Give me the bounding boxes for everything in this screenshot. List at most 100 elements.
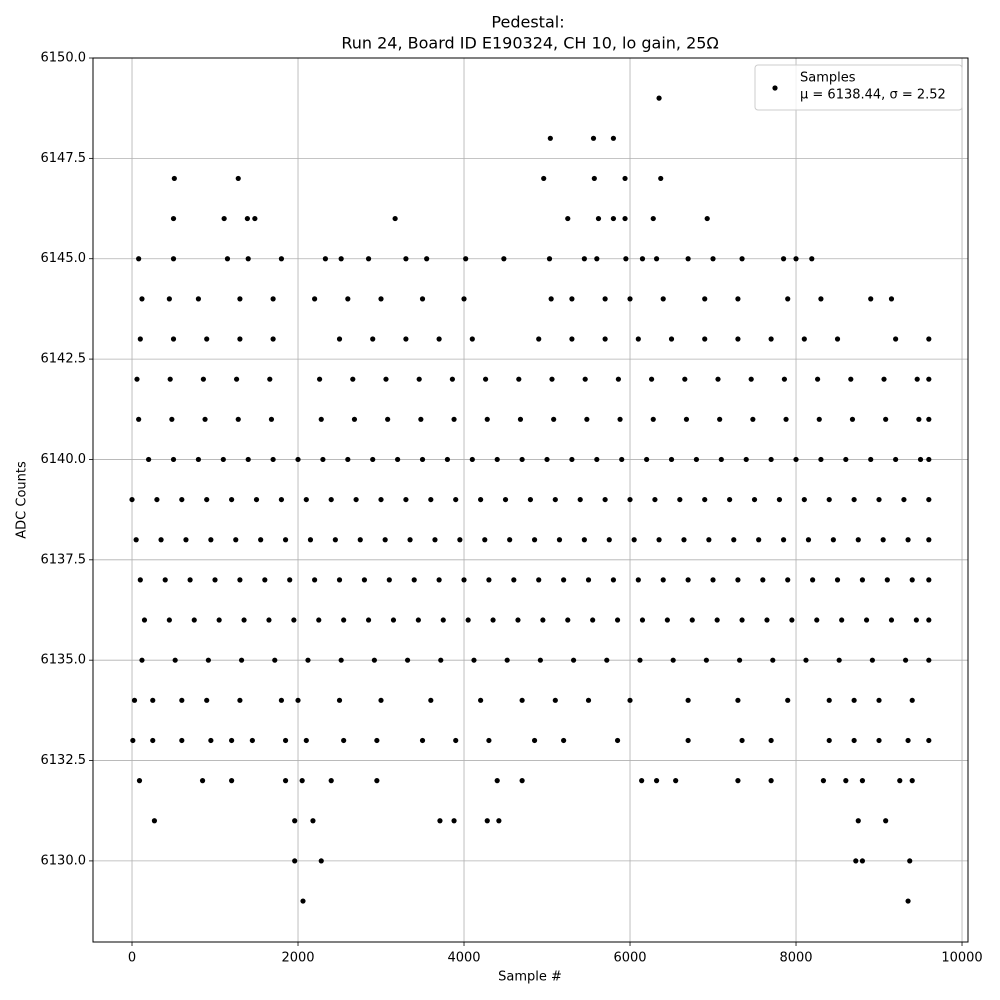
point [610,577,617,583]
point [768,737,774,744]
point [926,416,932,422]
point [136,416,142,422]
point [432,537,438,543]
point [637,657,643,663]
point [428,496,434,503]
point [541,175,547,182]
point [717,416,723,422]
point [229,737,235,744]
point [851,697,857,703]
point [876,496,882,503]
point [237,697,243,703]
point [536,577,542,583]
point [411,577,417,583]
point [527,496,534,503]
point [718,456,724,463]
point [909,778,915,784]
point [703,657,709,663]
point [815,376,821,382]
point [351,416,358,422]
point [905,537,911,543]
y-tick-label: 6142.5 [41,352,87,367]
point [540,617,546,623]
point [282,537,289,543]
point [614,617,621,623]
point [478,697,484,703]
point [179,697,185,703]
point [386,577,392,583]
point [853,858,859,864]
point [909,577,915,583]
point [570,657,577,663]
point [581,256,587,262]
point [187,577,193,583]
point [544,456,550,463]
point [768,456,774,463]
point [136,778,143,784]
points [129,95,932,904]
point [292,858,298,864]
point [494,456,500,463]
point [820,778,827,784]
point [639,256,646,262]
point [486,577,492,583]
point [739,256,745,262]
point [591,175,597,182]
point [768,336,774,342]
point [482,376,489,382]
point [590,617,596,623]
point [803,657,809,663]
point [482,537,488,543]
point [382,537,388,543]
point [859,778,866,784]
x-tick-label: 6000 [613,951,646,966]
point [561,577,567,583]
point [893,336,899,342]
point [322,256,329,262]
point [341,617,347,623]
point [300,898,306,904]
point [585,577,592,583]
point [451,416,457,422]
point [258,537,264,543]
point [204,496,210,503]
point [785,697,791,703]
point [648,376,655,382]
point [146,456,152,463]
point [859,577,866,583]
point [926,496,932,503]
point [392,215,398,222]
point [179,496,185,503]
point [926,657,932,663]
point [622,215,628,222]
point [404,657,411,663]
point [780,537,787,543]
point [685,737,691,744]
point [622,175,628,182]
point [731,537,737,543]
point [913,617,919,623]
point [137,336,143,342]
point [735,577,741,583]
point [770,657,776,663]
point [158,537,164,543]
point [436,577,442,583]
point [914,376,920,382]
point [658,175,664,182]
point [136,256,142,262]
point [504,657,510,663]
x-tick-label: 0 [128,951,136,966]
point [307,537,314,543]
point [834,336,841,342]
point [202,416,208,422]
point [270,336,276,342]
point [312,577,318,583]
point [639,617,646,623]
point [318,416,324,422]
point [656,537,662,543]
x-tick-label: 2000 [281,951,314,966]
point [305,657,311,663]
point [395,456,401,463]
point [781,376,788,382]
grid [93,57,968,942]
